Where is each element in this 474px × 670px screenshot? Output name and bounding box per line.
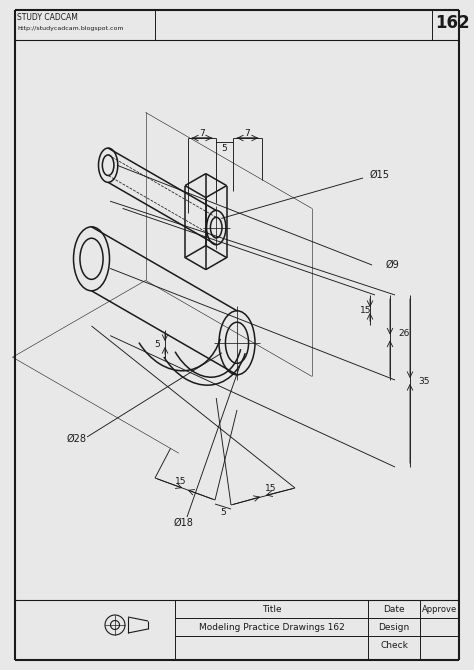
Text: Ø9: Ø9 xyxy=(385,260,399,270)
Text: 162: 162 xyxy=(436,14,470,32)
Text: Approve: Approve xyxy=(422,604,457,614)
Text: Check: Check xyxy=(380,641,408,649)
Text: Design: Design xyxy=(378,622,410,632)
Text: Ø28: Ø28 xyxy=(67,434,87,444)
Text: http://studycadcam.blogspot.com: http://studycadcam.blogspot.com xyxy=(17,25,124,31)
Text: 35: 35 xyxy=(418,377,429,385)
Text: Ø18: Ø18 xyxy=(174,518,194,528)
Text: Modeling Practice Drawings 162: Modeling Practice Drawings 162 xyxy=(199,624,345,632)
Text: 26: 26 xyxy=(398,329,410,338)
Text: 7: 7 xyxy=(199,129,205,137)
Text: Ø15: Ø15 xyxy=(370,170,390,180)
Text: 5: 5 xyxy=(154,340,160,348)
Text: 15: 15 xyxy=(265,484,277,493)
Text: 15: 15 xyxy=(360,306,372,314)
Text: Date: Date xyxy=(383,604,405,614)
Text: 7: 7 xyxy=(245,129,250,137)
Text: 5: 5 xyxy=(220,508,226,517)
Text: Title: Title xyxy=(262,604,281,614)
Text: 5: 5 xyxy=(222,143,228,153)
Text: STUDY CADCAM: STUDY CADCAM xyxy=(17,13,78,21)
Text: 15: 15 xyxy=(175,476,187,486)
